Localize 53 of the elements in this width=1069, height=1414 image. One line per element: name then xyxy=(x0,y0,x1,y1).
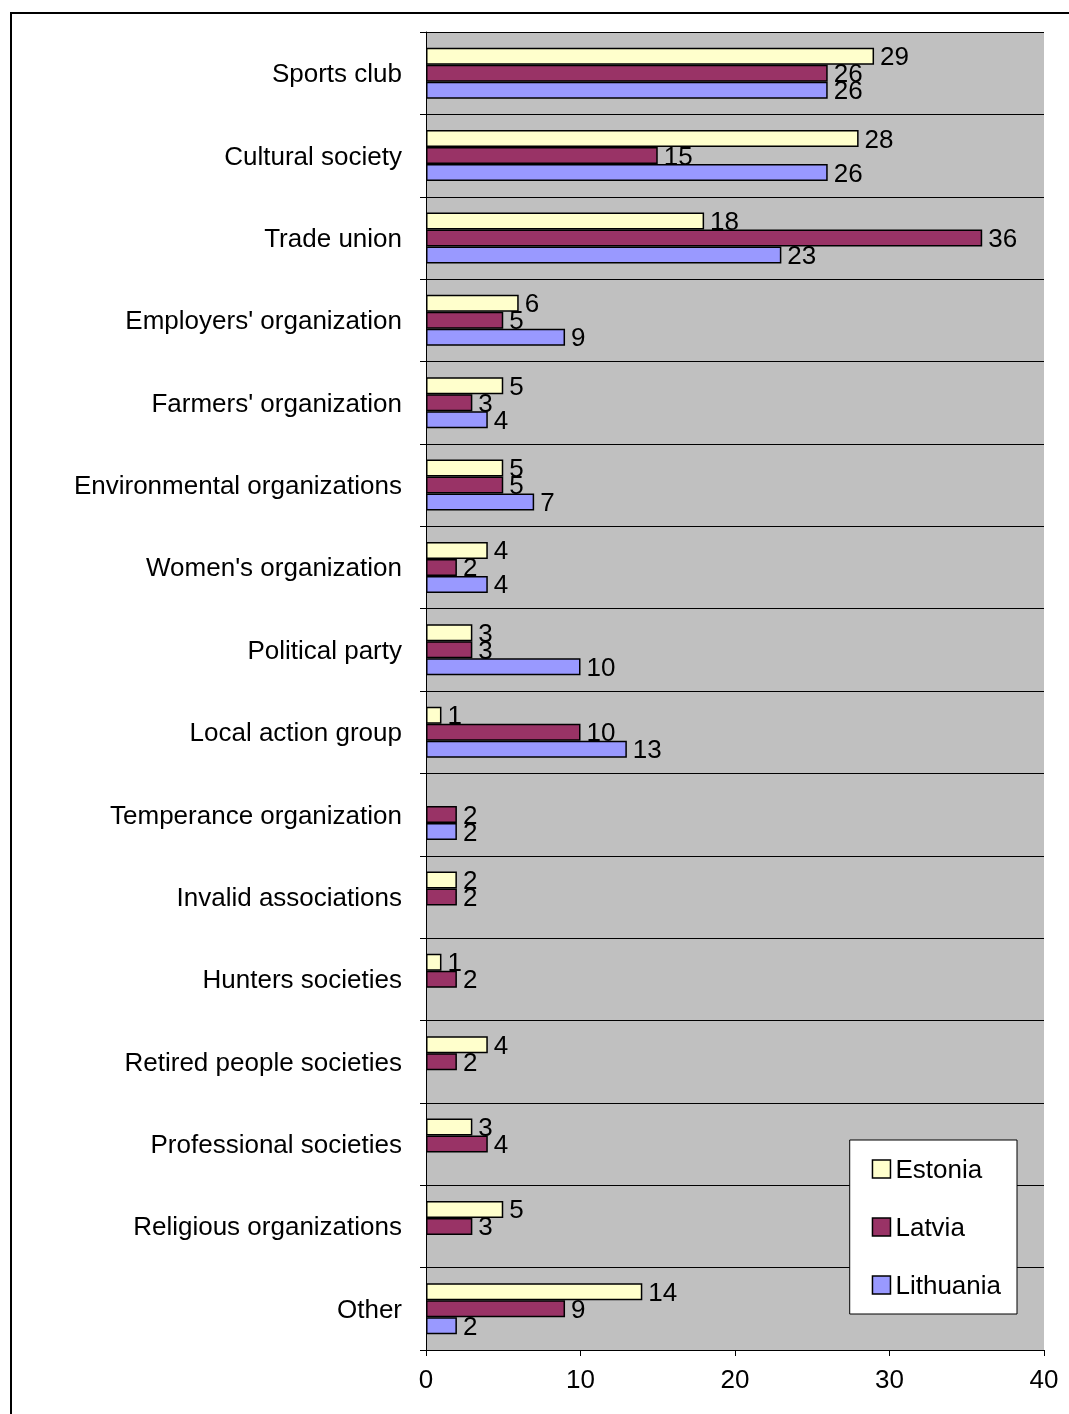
data-label: 2 xyxy=(462,1310,478,1341)
y-tick-label: Invalid associations xyxy=(176,881,402,912)
y-tick-label: Trade union xyxy=(264,222,402,253)
data-label: 3 xyxy=(478,387,493,418)
data-label: 9 xyxy=(571,1293,586,1324)
y-tick-label: Women's organization xyxy=(146,552,402,583)
legend-label: Estonia xyxy=(895,1154,983,1184)
y-tick-label: Hunters societies xyxy=(202,964,402,995)
data-label: 3 xyxy=(478,1112,493,1143)
x-tick-label: 0 xyxy=(418,1364,434,1394)
x-tick-label: 30 xyxy=(875,1364,904,1394)
y-tick-label: Employers' organization xyxy=(125,305,402,336)
y-tick-label: Environmental organizations xyxy=(73,470,402,501)
data-label: 29 xyxy=(880,41,909,72)
data-label: 7 xyxy=(540,487,555,518)
data-label: 4 xyxy=(493,404,509,435)
y-tick-label: Local action group xyxy=(189,717,402,748)
data-label: 10 xyxy=(586,717,616,748)
data-label: 4 xyxy=(493,569,509,600)
x-tick-label: 10 xyxy=(566,1364,595,1394)
data-label: 5 xyxy=(509,1194,524,1225)
x-tick-label: 20 xyxy=(720,1364,750,1394)
data-label: 26 xyxy=(833,157,863,188)
y-tick-label: Sports club xyxy=(271,58,402,89)
y-tick-label: Farmers' organization xyxy=(151,387,402,418)
legend-label: Lithuania xyxy=(895,1270,1002,1300)
data-label: 2 xyxy=(462,1046,478,1077)
data-label: 2 xyxy=(462,964,478,995)
data-label: 18 xyxy=(710,205,740,236)
data-label: 28 xyxy=(864,123,894,154)
legend-label: Latvia xyxy=(895,1212,966,1242)
data-label: 10 xyxy=(586,651,616,682)
y-tick-label: Cultural society xyxy=(224,140,402,171)
x-tick-label: 40 xyxy=(1029,1364,1059,1394)
data-label: 13 xyxy=(632,734,662,765)
y-tick-label: Temperance organization xyxy=(110,799,402,830)
data-label: 1 xyxy=(447,700,462,731)
y-tick-label: Other xyxy=(336,1293,403,1324)
data-label: 4 xyxy=(493,1129,509,1160)
y-tick-label: Retired people societies xyxy=(124,1046,402,1077)
data-label: 5 xyxy=(509,305,524,336)
data-label: 1 xyxy=(447,947,462,978)
data-label: 14 xyxy=(648,1276,678,1307)
data-label: 4 xyxy=(493,1029,509,1060)
data-label: 6 xyxy=(524,288,540,319)
data-label: 5 xyxy=(509,370,524,401)
y-tick-label: Religious organizations xyxy=(133,1211,402,1242)
y-tick-label: Political party xyxy=(247,634,402,665)
data-label: 9 xyxy=(571,322,586,353)
y-tick-label: Professional societies xyxy=(150,1129,402,1160)
data-label: 36 xyxy=(988,222,1018,253)
data-label: 23 xyxy=(787,239,817,270)
data-label: 4 xyxy=(493,535,509,566)
